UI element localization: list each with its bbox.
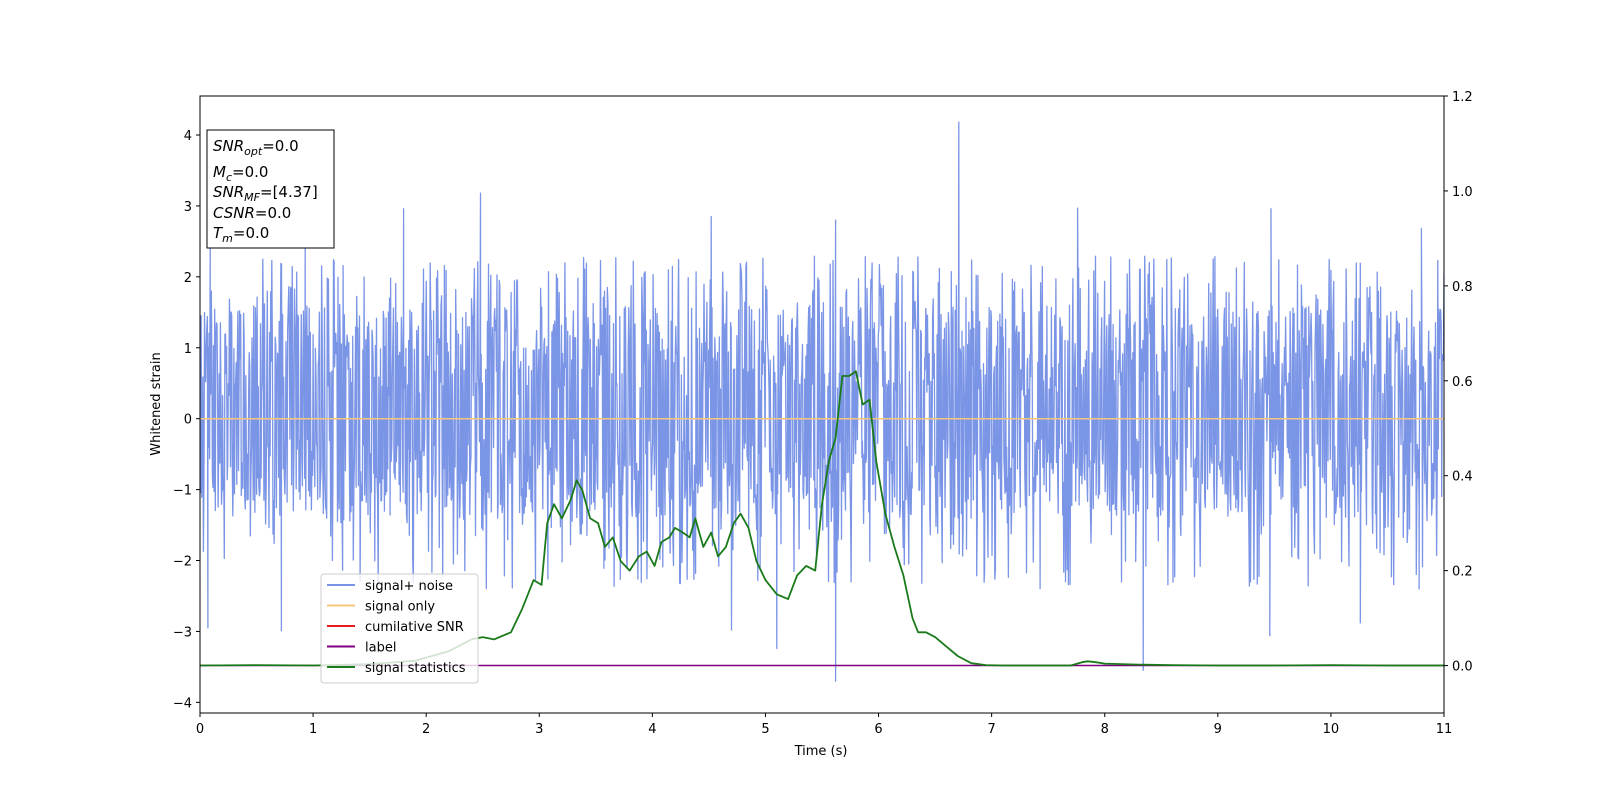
- x-tick-label: 11: [1436, 722, 1453, 737]
- legend-label: signal statistics: [365, 661, 466, 676]
- legend-items: signal+ noise signal only cumilative SNR la…: [327, 579, 466, 676]
- y2-tick-label: 1.2: [1452, 90, 1473, 105]
- x-tick-label: 5: [761, 722, 769, 737]
- annotation-mc: Mc=0.0: [213, 163, 268, 184]
- legend-label: signal only: [365, 600, 435, 615]
- legend-label: signal+ noise: [365, 579, 453, 594]
- x-tick-label: 1: [309, 722, 317, 737]
- y2-tick-label: 0.2: [1452, 565, 1473, 580]
- y-tick-label: 1: [184, 342, 192, 357]
- y-tick-label: 4: [184, 129, 192, 144]
- legend: signal+ noise signal only cumilative SNR la…: [320, 573, 479, 684]
- x-tick-label: 4: [648, 722, 656, 737]
- y-axis-right: 1.2 1.0 0.8 0.6 0.4 0.2 0.0: [1444, 90, 1473, 675]
- x-tick-label: 2: [422, 722, 430, 737]
- x-tick-label: 6: [874, 722, 882, 737]
- y-tick-label: −4: [173, 696, 192, 711]
- y-tick-label: 3: [184, 200, 192, 215]
- y2-tick-label: 0.6: [1452, 375, 1473, 390]
- annotation-tm: Tm=0.0: [213, 224, 269, 245]
- y-tick-label: −3: [173, 625, 192, 640]
- y-tick-label: 2: [184, 271, 192, 286]
- x-tick-label: 0: [196, 722, 204, 737]
- y-tick-label: −2: [173, 555, 192, 570]
- x-tick-label: 7: [987, 722, 995, 737]
- y2-tick-label: 0.8: [1452, 280, 1473, 295]
- y2-tick-label: 1.0: [1452, 185, 1473, 200]
- x-tick-label: 10: [1323, 722, 1340, 737]
- legend-label: cumilative SNR: [365, 620, 464, 635]
- y-axis-left: 4 3 2 1 0 −1 −2 −3 −4: [173, 129, 200, 711]
- x-tick-label: 9: [1214, 722, 1222, 737]
- y2-tick-label: 0.4: [1452, 470, 1473, 485]
- y-tick-label: 0: [184, 413, 192, 428]
- y-tick-label: −1: [173, 484, 192, 499]
- plot-frame: [199, 95, 1445, 714]
- annotation-box: SNRopt=0.0 Mc=0.0 SNRMF=[4.37] CSNR=0.0 …: [206, 129, 335, 249]
- annotation-snr-mf: SNRMF=[4.37]: [213, 183, 318, 204]
- annotation-csnr: CSNR=0.0: [213, 204, 291, 222]
- x-tick-label: 8: [1101, 722, 1109, 737]
- legend-label: label: [365, 641, 396, 656]
- x-axis-label: Time (s): [794, 744, 848, 759]
- x-tick-label: 3: [535, 722, 543, 737]
- annotation-snr-opt: SNRopt=0.0: [213, 137, 299, 158]
- x-axis: 0 1 2 3 4 5 6 7 8 9 10 11: [196, 713, 1452, 737]
- y-axis-label: Whitened strain: [149, 352, 164, 455]
- y2-tick-label: 0.0: [1452, 660, 1473, 675]
- series-signal-statistics-line: [200, 370, 1444, 667]
